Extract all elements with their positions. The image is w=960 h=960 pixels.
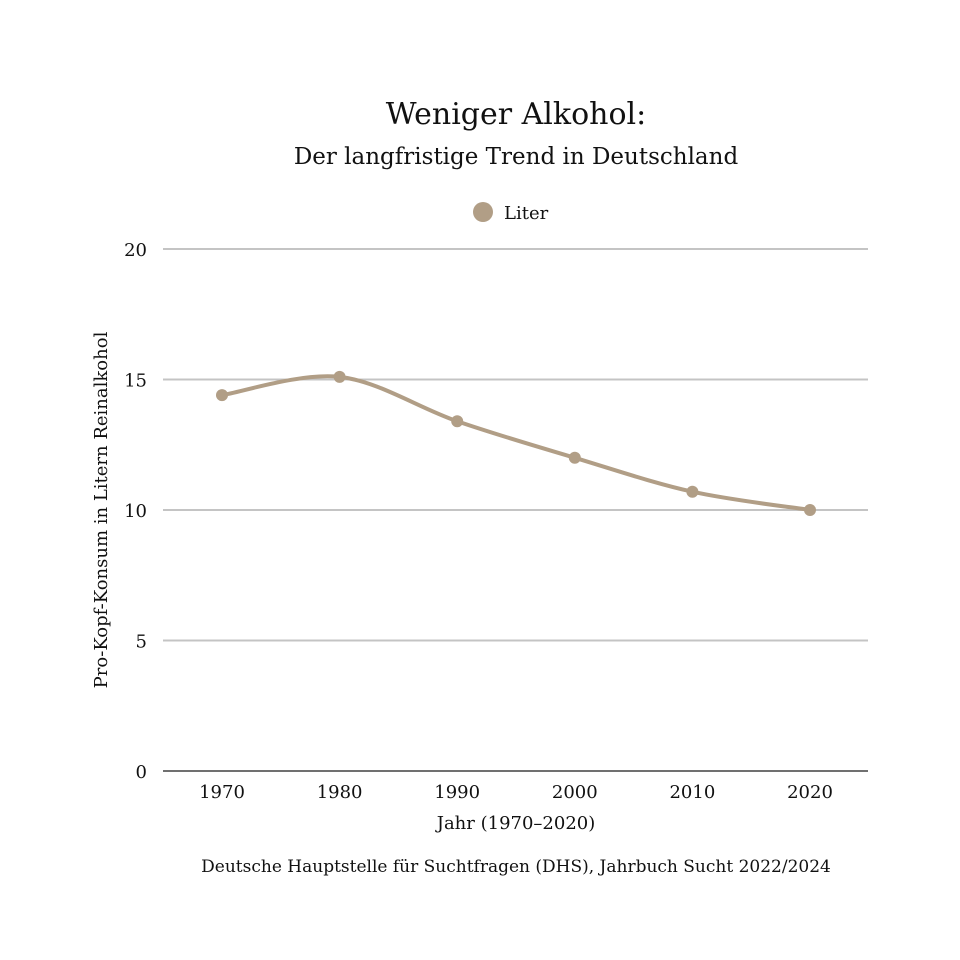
legend-marker [473,202,493,222]
x-tick-label: 1980 [317,782,363,803]
data-point [686,485,699,498]
y-tick-label: 20 [124,240,147,261]
data-point [216,389,228,402]
x-tick-label: 2000 [552,782,598,803]
data-point [451,415,464,428]
legend-label: Liter [504,203,549,224]
y-tick-label: 15 [124,371,147,392]
data-point [568,451,581,464]
y-axis-label: Pro-Kopf-Konsum in Litern Reinalkohol [91,331,112,688]
x-tick-label: 1970 [199,782,245,803]
series-liter [216,370,816,516]
data-point [804,504,816,516]
y-tick-label: 10 [124,501,147,522]
y-tick-label: 0 [136,762,147,783]
x-axis-label: Jahr (1970–2020) [435,813,596,834]
chart-title: Weniger Alkohol: [386,97,646,132]
legend: Liter [473,202,549,224]
x-axis: 1970 1980 1990 2000 2010 2020 [199,782,833,803]
gridlines [163,248,868,772]
y-tick-label: 5 [136,632,147,653]
source-note: Deutsche Hauptstelle für Suchtfragen (DH… [201,857,831,877]
x-tick-label: 2010 [669,782,715,803]
y-axis: 0 5 10 15 20 [124,240,147,783]
chart-subtitle: Der langfristige Trend in Deutschland [294,144,739,170]
x-tick-label: 1990 [434,782,480,803]
data-point [333,370,346,383]
series-line [220,374,812,512]
x-tick-label: 2020 [787,782,833,803]
